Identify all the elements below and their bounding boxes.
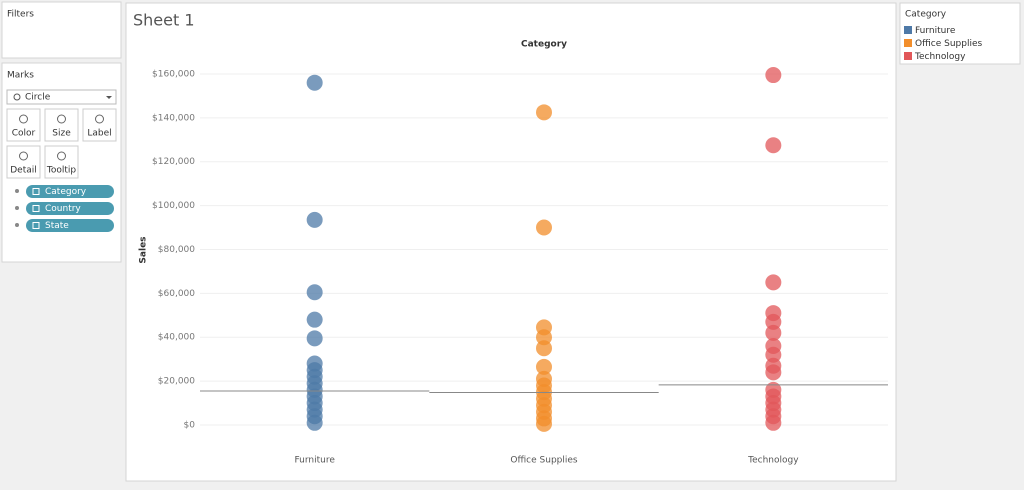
mark-button[interactable] bbox=[6, 108, 41, 142]
point bbox=[536, 340, 552, 357]
mark-button[interactable] bbox=[82, 108, 117, 142]
point bbox=[536, 219, 552, 236]
pill-icon bbox=[15, 223, 19, 227]
filters-title: Filters bbox=[7, 10, 34, 20]
point bbox=[536, 104, 552, 121]
circle-icon bbox=[13, 93, 21, 101]
y-tick-label: $0 bbox=[184, 420, 196, 430]
y-tick-label: $100,000 bbox=[152, 201, 195, 211]
mark-type: Circle bbox=[25, 93, 51, 103]
legend-label: Furniture bbox=[915, 26, 956, 36]
y-tick-label: $120,000 bbox=[152, 157, 195, 167]
point bbox=[765, 414, 782, 431]
pill[interactable] bbox=[26, 219, 114, 232]
pill-plus bbox=[32, 188, 40, 195]
y-tick-label: $20,000 bbox=[158, 377, 195, 387]
mark-type-dropdown[interactable] bbox=[6, 89, 117, 105]
button-icon bbox=[95, 114, 104, 124]
point bbox=[306, 414, 323, 431]
sheet-title: Sheet 1 bbox=[133, 11, 195, 30]
y-tick-label: $60,000 bbox=[158, 289, 195, 299]
y-tick-label: $40,000 bbox=[158, 333, 195, 343]
point bbox=[765, 274, 782, 291]
point bbox=[536, 329, 552, 346]
point bbox=[765, 137, 782, 154]
legend bbox=[899, 2, 1021, 65]
point bbox=[765, 346, 782, 363]
button-icon bbox=[57, 151, 66, 161]
pill-icon bbox=[15, 206, 19, 210]
legend-label: Technology bbox=[914, 52, 966, 62]
point bbox=[306, 211, 323, 228]
button-icon bbox=[19, 151, 28, 161]
legend-swatch bbox=[904, 26, 912, 34]
point bbox=[765, 364, 782, 381]
y-tick-label: $80,000 bbox=[158, 245, 195, 255]
point bbox=[765, 67, 782, 84]
mark-button-label: Tooltip bbox=[46, 166, 77, 176]
legend-swatch bbox=[904, 52, 912, 60]
dropdown-arrow bbox=[106, 96, 112, 99]
column-header: Category bbox=[521, 40, 567, 50]
point bbox=[536, 358, 552, 375]
legend-label: Office Supplies bbox=[915, 39, 983, 49]
filters-panel bbox=[1, 1, 122, 59]
pill-icon bbox=[15, 189, 19, 193]
legend-swatch bbox=[904, 39, 912, 47]
mark-button-label: Size bbox=[52, 129, 71, 139]
x-tick-label: Furniture bbox=[294, 456, 335, 466]
point bbox=[536, 415, 552, 432]
y-tick-label: $140,000 bbox=[152, 113, 195, 123]
mark-button[interactable] bbox=[44, 108, 79, 142]
button-icon bbox=[57, 114, 66, 124]
pill-plus bbox=[32, 222, 40, 229]
legend-title: Category bbox=[905, 10, 947, 20]
x-tick-label: Office Supplies bbox=[510, 456, 578, 466]
mark-button[interactable] bbox=[6, 145, 41, 179]
mark-button-label: Label bbox=[87, 129, 111, 139]
pill-plus bbox=[32, 205, 40, 212]
point bbox=[306, 311, 323, 328]
marks-title: Marks bbox=[7, 71, 34, 81]
y-tick-label: $160,000 bbox=[152, 69, 195, 79]
pill-label: Category bbox=[45, 187, 87, 197]
point bbox=[306, 74, 323, 91]
mark-button-label: Color bbox=[12, 129, 36, 139]
pill-label: State bbox=[45, 221, 69, 231]
x-tick-label: Technology bbox=[747, 456, 799, 466]
button-icon bbox=[19, 114, 28, 124]
mark-button[interactable] bbox=[44, 145, 79, 179]
pill-label: Country bbox=[45, 204, 81, 214]
mark-button-label: Detail bbox=[10, 166, 37, 176]
pill[interactable] bbox=[26, 185, 114, 198]
y-axis-title: Sales bbox=[139, 236, 149, 263]
point bbox=[306, 330, 323, 347]
point bbox=[765, 324, 782, 341]
point bbox=[765, 313, 782, 330]
pill[interactable] bbox=[26, 202, 114, 215]
point bbox=[306, 284, 323, 301]
